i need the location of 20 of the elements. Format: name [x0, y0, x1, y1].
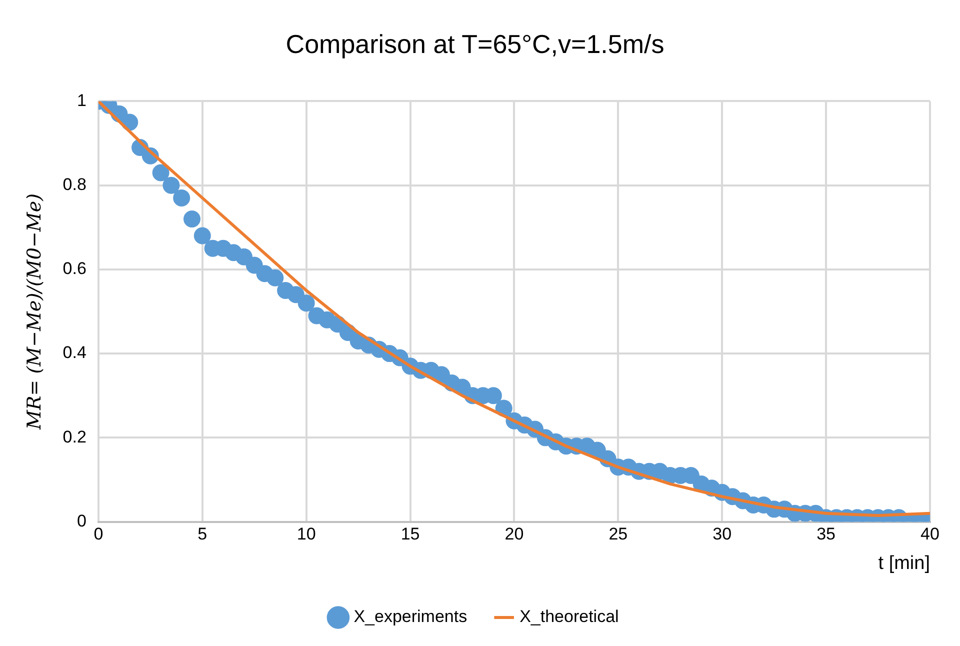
chart-title: Comparison at T=65°C,v=1.5m/s	[286, 28, 664, 59]
y-axis-title: MR= (M−Me)/(M0−Me)	[23, 193, 46, 431]
y-tick-label: 0.8	[62, 175, 86, 194]
x-tick-label: 20	[504, 524, 524, 544]
legend-label: X_experiments	[354, 607, 468, 626]
x-tick-label: 30	[712, 524, 732, 544]
x-tick-label: 35	[816, 524, 836, 544]
x-tick-label: 0	[94, 524, 104, 544]
x-tick-label: 40	[920, 524, 940, 544]
y-tick-label: 1	[76, 90, 86, 110]
y-tick-label: 0.6	[62, 259, 86, 278]
x-axis-title: t [min]	[878, 552, 930, 574]
x-tick-label: 25	[608, 524, 628, 544]
y-tick-label: 0.2	[62, 427, 86, 446]
legend-label: X_theoretical	[520, 607, 619, 626]
x-tick-label: 15	[400, 524, 420, 544]
y-tick-label: 0	[76, 511, 86, 530]
y-tick-label: 0.4	[62, 343, 86, 362]
x-tick-label: 5	[198, 524, 208, 544]
x-tick-label: 10	[296, 524, 316, 544]
